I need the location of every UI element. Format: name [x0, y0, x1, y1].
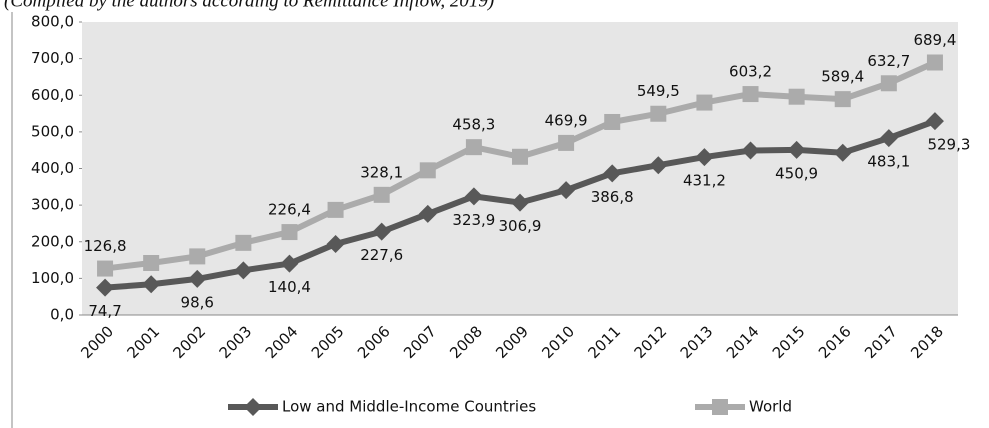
marker	[834, 91, 851, 108]
data-label: 306,9	[499, 217, 542, 235]
subtitle: (Compiled by the authors according to Re…	[4, 0, 494, 11]
marker	[925, 112, 944, 131]
data-label: 469,9	[545, 111, 588, 129]
marker	[189, 248, 206, 265]
data-label: 323,9	[452, 211, 495, 229]
legend-marker	[712, 399, 728, 415]
y-tick-label: 600,0	[31, 86, 74, 104]
data-label: 226,4	[268, 201, 311, 219]
data-label: 589,4	[821, 68, 864, 86]
legend-label: Low and Middle-Income Countries	[282, 398, 536, 416]
legend-marker	[244, 398, 262, 416]
y-tick-label: 800,0	[31, 13, 74, 31]
marker	[695, 148, 714, 167]
y-tick-label: 300,0	[31, 196, 74, 214]
data-label: 483,1	[867, 153, 910, 171]
marker	[833, 143, 852, 162]
marker	[418, 204, 437, 223]
marker	[97, 260, 114, 277]
marker	[96, 278, 115, 297]
marker	[558, 134, 575, 151]
data-label: 431,2	[683, 172, 726, 190]
data-label: 689,4	[913, 31, 956, 49]
marker	[372, 222, 391, 241]
marker	[188, 269, 207, 288]
marker	[787, 140, 806, 159]
marker	[235, 234, 252, 251]
marker	[464, 187, 483, 206]
plot-area	[82, 22, 958, 315]
marker	[650, 105, 667, 122]
marker	[511, 193, 529, 212]
data-label: 632,7	[867, 52, 910, 70]
marker	[142, 275, 161, 294]
marker	[604, 113, 621, 130]
marker	[234, 261, 253, 280]
marker	[280, 254, 299, 273]
marker	[557, 181, 576, 200]
data-label: 458,3	[452, 116, 495, 134]
data-label: 603,2	[729, 63, 772, 81]
y-tick-label: 500,0	[31, 122, 74, 140]
marker	[373, 186, 390, 203]
y-tick-label: 100,0	[31, 269, 74, 287]
data-label: 529,3	[927, 136, 970, 154]
y-tick-label: 400,0	[31, 159, 74, 177]
data-label: 386,8	[591, 188, 634, 206]
marker	[512, 148, 528, 165]
y-tick-label: 0,0	[50, 306, 74, 324]
marker	[880, 75, 897, 92]
data-label: 74,7	[88, 302, 121, 320]
marker	[788, 88, 805, 105]
data-label: 98,6	[181, 293, 214, 311]
marker	[649, 156, 668, 175]
marker	[326, 234, 345, 253]
marker	[465, 139, 482, 156]
data-label: 140,4	[268, 278, 311, 296]
data-label: 328,1	[360, 163, 403, 181]
marker	[741, 141, 760, 160]
marker	[926, 54, 943, 71]
data-label: 126,8	[84, 237, 127, 255]
marker	[879, 129, 898, 148]
data-label: 549,5	[637, 82, 680, 100]
legend-label: World	[749, 398, 792, 416]
marker	[419, 162, 436, 179]
marker	[696, 94, 713, 111]
marker	[742, 86, 759, 103]
data-label: 227,6	[360, 246, 403, 264]
y-tick-label: 200,0	[31, 232, 74, 250]
marker	[327, 201, 344, 218]
y-tick-label: 700,0	[31, 49, 74, 67]
marker	[143, 254, 160, 271]
marker	[603, 164, 622, 183]
data-label: 450,9	[775, 164, 818, 182]
marker	[281, 224, 298, 241]
